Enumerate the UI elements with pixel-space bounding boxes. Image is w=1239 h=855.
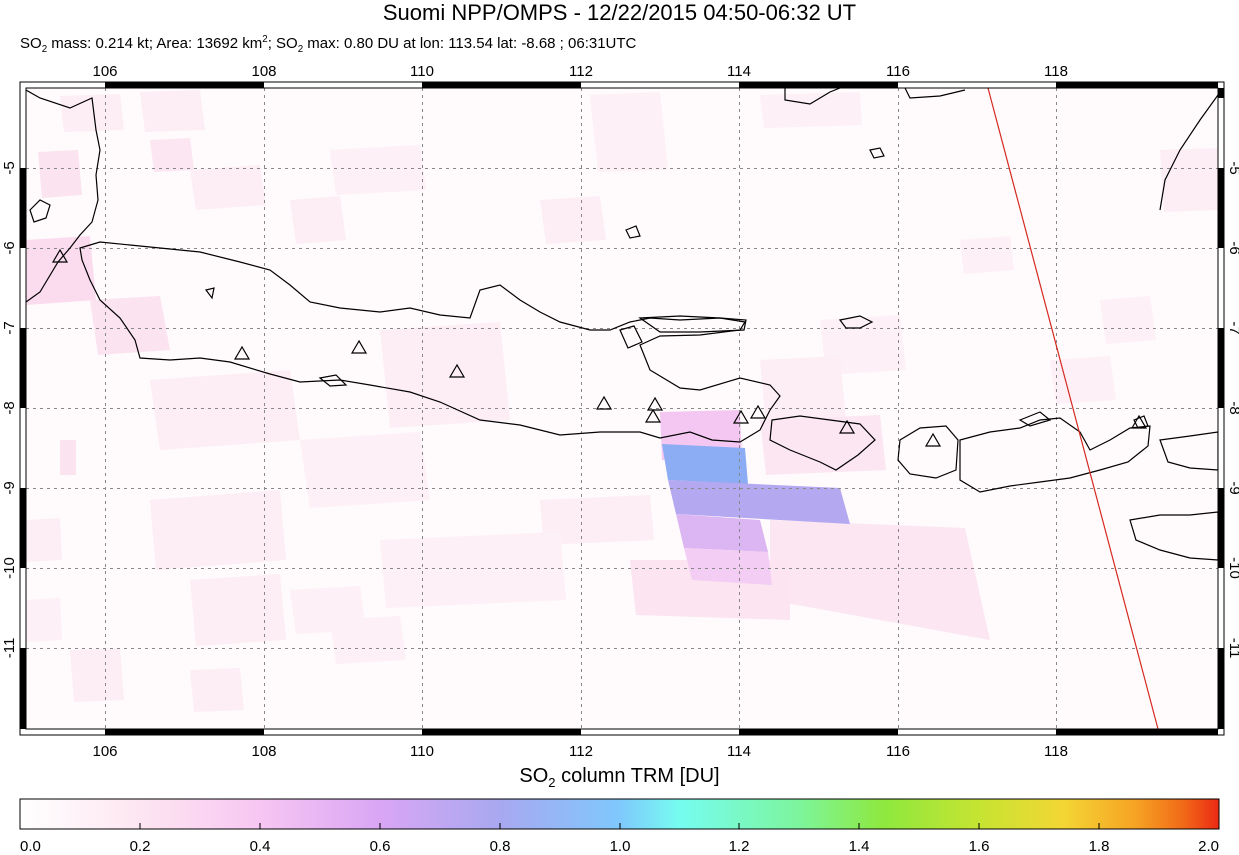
lat-label: -6 <box>1 241 18 254</box>
lat-label: -8 <box>1 401 18 414</box>
volcano-marker <box>350 339 368 354</box>
max-text: max: 0.80 DU at lon: 113.54 lat: -8.68 ;… <box>303 35 637 52</box>
lon-label: 118 <box>1044 63 1068 80</box>
lon-labels-bottom: 106 108 110 112 114 116 118 <box>92 743 1067 760</box>
colorbar-ticks <box>139 823 1100 829</box>
lon-label: 118 <box>1044 743 1068 760</box>
colorbar-label: 0.4 <box>250 838 271 855</box>
lat-labels-right: -5 -6 -7 -8 -9 -10 -11 <box>1226 161 1239 658</box>
lon-label: 116 <box>886 63 910 80</box>
lon-label: 114 <box>727 743 751 760</box>
lon-label: 116 <box>886 743 910 760</box>
volcano-marker <box>644 408 662 423</box>
colorbar-label: 1.2 <box>729 838 750 855</box>
map-subtitle: SO2 mass: 0.214 kt; Area: 13692 km2; SO2… <box>20 34 636 55</box>
coastlines <box>26 88 1218 561</box>
so2-plume <box>660 410 850 585</box>
colorbar-title-rest: column TRM [DU] <box>555 765 720 787</box>
colorbar-title: SO2 column TRM [DU] <box>0 765 1239 790</box>
lat-label: -6 <box>1226 241 1239 254</box>
volcano-markers <box>51 248 1148 447</box>
lat-label: -11 <box>1 638 18 659</box>
lon-label: 108 <box>251 743 276 760</box>
lat-label: -11 <box>1226 638 1239 659</box>
volcano-marker <box>595 395 613 410</box>
lon-label: 110 <box>410 743 434 760</box>
lat-label: -9 <box>1 481 18 494</box>
lat-label: -10 <box>1 557 18 579</box>
lat-label: -10 <box>1226 557 1239 579</box>
so2-background-pixels <box>26 90 1218 712</box>
volcano-marker <box>448 363 466 378</box>
mass-label: SO <box>20 35 42 52</box>
volcano-marker <box>732 409 750 424</box>
colorbar-label: 1.8 <box>1089 838 1110 855</box>
max-label: ; SO <box>267 35 298 52</box>
colorbar-title-sub: 2 <box>548 775 556 790</box>
colorbar-label: 1.4 <box>849 838 870 855</box>
map-title: Suomi NPP/OMPS - 12/22/2015 04:50-06:32 … <box>382 0 857 25</box>
colorbar-labels: 0.0 0.2 0.4 0.6 0.8 1.0 1.2 1.4 1.6 1.8 … <box>20 838 1219 855</box>
max-sub: 2 <box>297 44 304 55</box>
lon-label: 110 <box>410 63 434 80</box>
lon-label: 112 <box>569 63 593 80</box>
colorbar-label: 1.6 <box>969 838 990 855</box>
colorbar-label: 1.0 <box>610 838 631 855</box>
lat-labels-left: -5 -6 -7 -8 -9 -10 -11 <box>1 161 18 658</box>
lon-label: 114 <box>727 63 751 80</box>
volcano-marker <box>51 248 69 263</box>
volcano-marker <box>924 432 942 447</box>
colorbar-label: 0.0 <box>20 838 41 855</box>
lat-label: -9 <box>1226 481 1239 494</box>
lon-label: 106 <box>92 63 117 80</box>
colorbar-label: 0.2 <box>130 838 151 855</box>
area-sup: 2 <box>262 34 268 45</box>
volcano-marker <box>838 419 856 434</box>
lat-label: -7 <box>1226 321 1239 334</box>
volcano-marker <box>749 404 767 419</box>
colorbar: 0.0 0.2 0.4 0.6 0.8 1.0 1.2 1.4 1.6 1.8 … <box>19 798 1220 855</box>
lat-label: -5 <box>1 161 18 174</box>
lon-label: 106 <box>92 743 117 760</box>
mass-text: mass: 0.214 kt; Area: 13692 km <box>47 35 263 52</box>
colorbar-title-main: SO <box>519 765 549 787</box>
graticule <box>26 88 1218 729</box>
mass-sub: 2 <box>41 44 48 55</box>
volcano-marker <box>1130 414 1148 429</box>
colorbar-label: 0.6 <box>370 838 391 855</box>
orbit-edge-line <box>987 87 1159 730</box>
lat-label: -8 <box>1226 401 1239 414</box>
lon-label: 108 <box>251 63 276 80</box>
map-frame <box>19 81 1225 736</box>
lat-label: -5 <box>1226 161 1239 174</box>
colorbar-label: 0.8 <box>490 838 511 855</box>
lat-label: -7 <box>1 321 18 334</box>
colorbar-label: 2.0 <box>1198 838 1219 855</box>
lon-label: 112 <box>569 743 593 760</box>
lon-labels-top: 106 108 110 112 114 116 118 <box>92 63 1067 80</box>
volcano-marker <box>233 345 251 360</box>
volcano-marker <box>646 396 664 411</box>
